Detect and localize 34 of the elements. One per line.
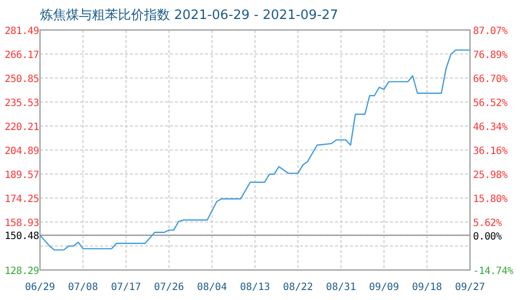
y2-tick-label: 25.98% — [473, 170, 508, 182]
y-tick-label: 204.89 — [4, 146, 40, 157]
x-tick-label: 09/18 — [412, 282, 442, 293]
y-tick-label: 281.49 — [4, 26, 40, 37]
x-tick-label: 08/04 — [196, 282, 228, 293]
y-tick-label: 235.53 — [4, 98, 40, 109]
y-tick-label: 174.25 — [4, 194, 40, 205]
y-tick-label: 150.48 — [4, 231, 40, 242]
x-tick-label: 08/22 — [282, 282, 314, 293]
y-tick-label: 128.29 — [4, 266, 40, 277]
x-tick-label: 07/26 — [154, 282, 184, 293]
x-tick-label: 09/27 — [454, 282, 486, 293]
y-tick-label: 158.93 — [4, 218, 40, 229]
y2-tick-label: -14.74% — [473, 266, 514, 277]
y2-tick-label: 15.80% — [473, 194, 508, 206]
x-tick-label: 08/31 — [326, 282, 356, 293]
y2-tick-label: 66.70% — [473, 74, 508, 86]
y2-tick-label: 0.00% — [473, 231, 502, 242]
x-tick-label: 07/17 — [110, 282, 142, 293]
y-tick-label: 266.17 — [4, 50, 40, 61]
x-tick-label: 07/08 — [68, 282, 98, 293]
y2-tick-label: 36.16% — [473, 146, 508, 158]
y-tick-label: 220.21 — [4, 122, 40, 133]
y2-tick-label: 5.62% — [473, 218, 502, 230]
x-tick-label: 09/09 — [368, 282, 400, 293]
y2-tick-label: 56.52% — [473, 98, 508, 110]
y-tick-label: 189.57 — [4, 170, 40, 181]
y2-tick-label: 87.07% — [473, 26, 508, 37]
x-tick-label: 06/29 — [24, 282, 56, 293]
x-tick-label: 08/13 — [240, 282, 270, 293]
y2-tick-label: 76.89% — [473, 50, 508, 61]
chart-title: 炼焦煤与粗苯比价指数 2021-06-29 - 2021-09-27 — [40, 8, 338, 23]
y-tick-label: 250.85 — [4, 74, 40, 85]
y2-tick-label: 46.34% — [473, 122, 508, 134]
